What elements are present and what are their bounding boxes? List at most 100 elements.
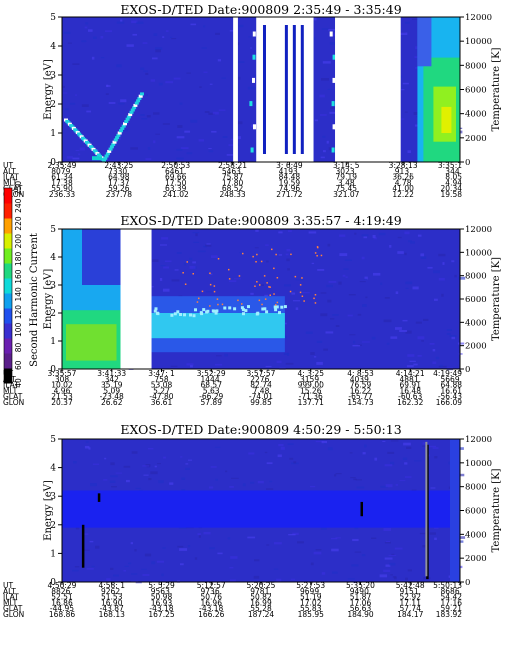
orbit-cell: 999.00 [298,381,324,390]
colorbar-tick-label: 200 [14,234,23,249]
texture-cell [280,446,285,450]
texture-cell [145,464,151,467]
texture-cell [330,318,335,320]
dot [186,261,188,263]
orbit-cell: 168.86 [49,610,75,619]
texture-cell [143,70,148,72]
texture-cell [347,314,353,317]
orbit-cell: 64.88 [441,381,463,390]
dot [256,281,258,283]
feature-cell [116,133,121,137]
texture-cell [201,47,207,49]
texture-cell [153,140,156,144]
texture-cell [311,262,315,265]
texture-cell [386,342,390,345]
orbit-cell: 5463. [222,167,243,176]
dot [263,275,266,277]
texture-cell [208,150,214,153]
orbit-cell: 64.98 [108,173,130,182]
texture-cell [297,541,304,544]
texture-cell [411,489,417,491]
orbit-row-label: ILAT [3,173,19,182]
texture-cell [120,129,128,132]
texture-cell [192,261,196,264]
y-tick-label: 4 [50,253,56,263]
texture-cell [380,485,388,488]
dot [182,272,184,274]
texture-cell [209,547,215,550]
texture-cell [295,307,299,310]
texture-cell [405,21,410,24]
y-tick-label: 1 [50,549,56,559]
texture-cell [250,481,255,484]
y-tick-label: 5 [50,225,56,235]
texture-cell [155,49,161,53]
texture-cell [131,573,138,575]
texture-cell [194,557,198,560]
y2-tick-label: 4000 [465,530,487,540]
orbit-row-label: GLON [3,190,24,199]
texture-cell [74,94,77,96]
y2-tick-label: 4000 [465,110,487,120]
orbit-cell: 5669. [441,375,462,384]
dot [261,303,263,306]
dot [268,286,270,288]
y-tick-label: 4 [50,42,56,52]
dot [192,273,194,275]
orbit-cell: 16.90 [101,598,123,607]
texture-cell [362,452,366,455]
orbit-cell: 99.85 [250,398,272,407]
orbit-cell: 9781. [250,587,271,596]
texture-cell [177,545,184,548]
texture-cell [278,231,283,234]
texture-cell [328,147,335,151]
texture-cell [390,461,395,465]
texture-cell [417,336,425,340]
band-cell [215,309,219,313]
dot [213,290,216,293]
texture-cell [389,562,396,566]
region-cell [417,17,432,67]
feature-cell [112,140,117,144]
orbit-cell: -56.43 [438,392,462,401]
texture-cell [278,444,284,447]
texture-cell [293,300,300,302]
texture-cell [203,245,206,248]
texture-cell [305,331,313,334]
texture-cell [247,536,256,539]
texture-cell [190,365,193,368]
texture-cell [184,130,191,133]
texture-cell [62,85,65,88]
texture-cell [78,153,81,156]
texture-cell [407,150,411,153]
dot [273,293,275,295]
orbit-cell: 166.09 [436,398,462,407]
texture-cell [118,102,125,105]
texture-cell [63,92,68,94]
orbit-cell: 4:19:49 [433,369,462,378]
texture-cell [123,465,131,468]
texture-cell [132,33,137,36]
orbit-cell: 63.39 [165,184,187,193]
dot [259,284,261,286]
texture-cell [92,463,100,465]
feature-cell [92,156,102,161]
texture-cell [106,84,109,87]
dot [314,302,317,304]
orbit-cell: -43.18 [149,604,173,613]
texture-cell [371,537,377,539]
orbit-cell: 5: 5:29 [148,581,175,590]
texture-cell [65,108,69,111]
texture-cell [130,147,138,150]
low-energy-region [62,229,121,369]
y2-tick-label: 6000 [465,507,487,517]
dot [276,301,279,304]
y-tick-label: 0 [50,365,56,375]
texture-cell [236,76,241,80]
texture-cell [361,256,365,260]
orbit-row-label: ALT [3,587,16,596]
texture-cell [181,477,186,480]
orbit-cell: 9490. [350,587,371,596]
region-cell [82,229,121,285]
texture-cell [205,244,212,247]
